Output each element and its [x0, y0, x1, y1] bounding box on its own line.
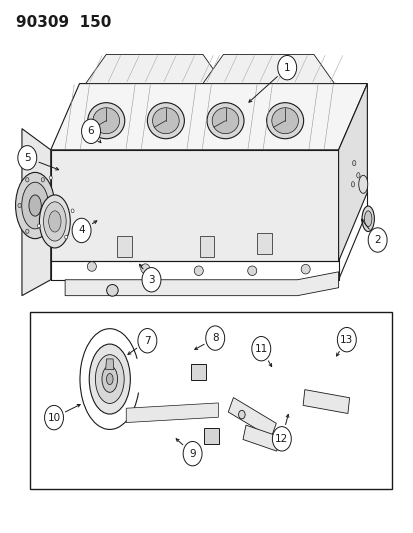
Circle shape: [142, 268, 161, 292]
Ellipse shape: [352, 160, 355, 166]
Polygon shape: [228, 398, 275, 438]
Text: 2: 2: [373, 235, 380, 245]
Circle shape: [18, 146, 37, 170]
Ellipse shape: [152, 108, 179, 134]
Ellipse shape: [351, 182, 354, 187]
Polygon shape: [51, 84, 366, 150]
Polygon shape: [65, 272, 338, 296]
Text: 12: 12: [275, 434, 288, 444]
Ellipse shape: [300, 264, 309, 274]
Ellipse shape: [106, 374, 113, 385]
Ellipse shape: [22, 182, 48, 229]
Polygon shape: [242, 425, 279, 451]
Polygon shape: [338, 84, 366, 261]
Ellipse shape: [41, 229, 45, 233]
Ellipse shape: [363, 211, 371, 227]
Polygon shape: [85, 54, 223, 84]
Polygon shape: [302, 390, 349, 414]
Ellipse shape: [64, 235, 67, 239]
Circle shape: [272, 426, 291, 451]
Text: 13: 13: [339, 335, 353, 345]
Ellipse shape: [206, 103, 243, 139]
Text: 7: 7: [144, 336, 150, 346]
Polygon shape: [199, 236, 214, 257]
Circle shape: [72, 218, 91, 243]
Polygon shape: [202, 54, 334, 84]
Ellipse shape: [43, 202, 66, 241]
Ellipse shape: [247, 266, 256, 276]
Ellipse shape: [39, 195, 70, 248]
Ellipse shape: [16, 172, 55, 239]
Ellipse shape: [266, 103, 303, 139]
Circle shape: [205, 326, 224, 350]
FancyBboxPatch shape: [30, 312, 391, 489]
Text: 5: 5: [24, 153, 31, 163]
Ellipse shape: [95, 354, 124, 403]
Ellipse shape: [238, 410, 244, 419]
Circle shape: [277, 55, 296, 80]
Ellipse shape: [358, 175, 367, 193]
Ellipse shape: [49, 204, 52, 208]
Ellipse shape: [212, 108, 238, 134]
Text: 1: 1: [283, 63, 290, 72]
Ellipse shape: [26, 177, 29, 182]
Circle shape: [81, 119, 100, 143]
Text: 11: 11: [254, 344, 267, 354]
Polygon shape: [126, 403, 218, 423]
Text: 9: 9: [189, 449, 195, 459]
Ellipse shape: [41, 177, 45, 182]
Circle shape: [367, 228, 386, 252]
Ellipse shape: [102, 366, 117, 392]
Circle shape: [251, 336, 270, 361]
Ellipse shape: [93, 108, 119, 134]
Polygon shape: [22, 128, 51, 296]
Ellipse shape: [38, 224, 40, 228]
Ellipse shape: [29, 195, 41, 216]
Ellipse shape: [271, 108, 298, 134]
Ellipse shape: [147, 103, 184, 139]
Text: 3: 3: [148, 274, 154, 285]
Ellipse shape: [140, 264, 150, 273]
Bar: [190, 364, 205, 380]
Ellipse shape: [18, 204, 21, 208]
Text: 6: 6: [88, 126, 94, 136]
Circle shape: [337, 327, 356, 352]
Ellipse shape: [194, 266, 203, 276]
Ellipse shape: [71, 209, 74, 213]
Text: 4: 4: [78, 225, 85, 236]
Ellipse shape: [26, 229, 29, 233]
Polygon shape: [105, 359, 114, 369]
Polygon shape: [51, 150, 338, 261]
Ellipse shape: [89, 344, 130, 414]
Circle shape: [183, 441, 202, 466]
Polygon shape: [256, 233, 271, 254]
Text: 10: 10: [47, 413, 60, 423]
Ellipse shape: [49, 176, 52, 180]
Ellipse shape: [107, 285, 118, 296]
Polygon shape: [117, 236, 132, 257]
Text: 8: 8: [211, 333, 218, 343]
Ellipse shape: [87, 262, 96, 271]
Circle shape: [138, 328, 157, 353]
Ellipse shape: [49, 211, 61, 232]
Text: 90309  150: 90309 150: [16, 14, 111, 30]
Ellipse shape: [361, 206, 373, 231]
Ellipse shape: [88, 103, 124, 139]
Ellipse shape: [356, 173, 359, 178]
Circle shape: [45, 406, 63, 430]
Bar: [203, 428, 218, 444]
